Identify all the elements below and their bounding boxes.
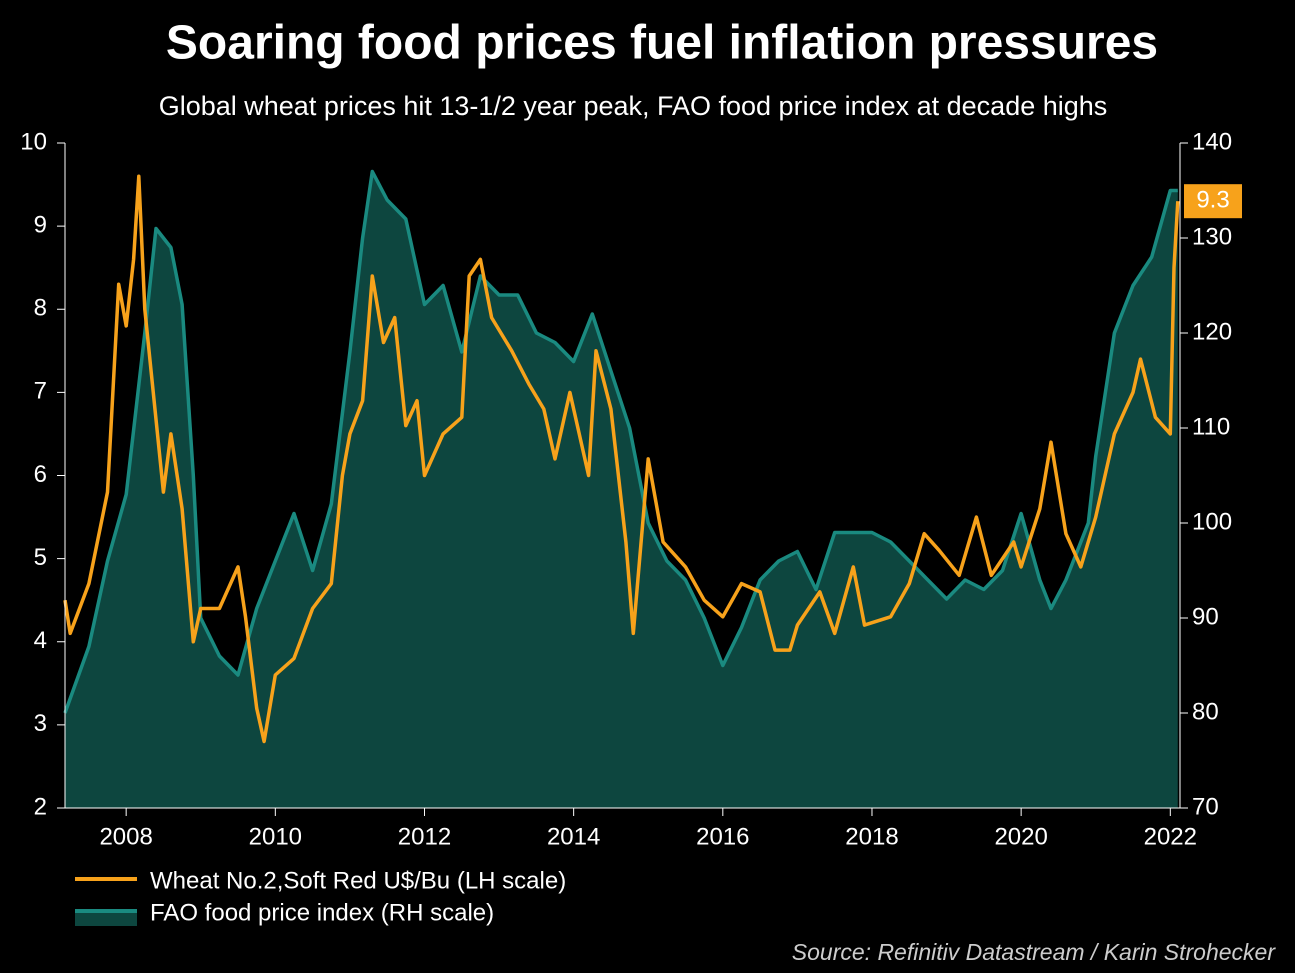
value-label: 9.3 — [1196, 187, 1229, 214]
y2-tick-label: 110 — [1192, 413, 1230, 440]
y-tick-label: 4 — [34, 627, 47, 654]
y2-tick-label: 100 — [1192, 508, 1232, 535]
x-tick-label: 2016 — [696, 823, 749, 850]
legend-swatch — [75, 912, 137, 926]
y-tick-label: 3 — [34, 710, 47, 737]
y2-tick-label: 140 — [1192, 128, 1232, 155]
y-tick-label: 10 — [20, 128, 47, 155]
chart-subtitle: Global wheat prices hit 13-1/2 year peak… — [159, 91, 1108, 121]
legend-label: FAO food price index (RH scale) — [150, 899, 494, 926]
legend-label: Wheat No.2,Soft Red U$/Bu (LH scale) — [150, 867, 566, 894]
x-tick-label: 2010 — [249, 823, 302, 850]
y2-tick-label: 80 — [1192, 698, 1219, 725]
y-tick-label: 6 — [34, 461, 47, 488]
y-tick-label: 5 — [34, 544, 47, 571]
y-tick-label: 8 — [34, 295, 47, 322]
source: Source: Refinitiv Datastream / Karin Str… — [792, 939, 1277, 965]
y2-tick-label: 90 — [1192, 603, 1219, 630]
chart-title: Soaring food prices fuel inflation press… — [166, 17, 1158, 70]
x-tick-label: 2022 — [1144, 823, 1197, 850]
value-label-box — [1184, 184, 1242, 219]
y2-tick-label: 130 — [1192, 223, 1232, 250]
x-tick-label: 2012 — [398, 823, 451, 850]
y-tick-label: 7 — [34, 378, 47, 405]
x-tick-label: 2020 — [994, 823, 1047, 850]
x-tick-label: 2008 — [99, 823, 152, 850]
x-tick-label: 2014 — [547, 823, 600, 850]
y2-tick-label: 70 — [1192, 793, 1219, 820]
y2-tick-label: 120 — [1192, 318, 1232, 345]
y-tick-label: 2 — [34, 793, 47, 820]
line — [63, 174, 1180, 744]
x-tick-label: 2018 — [845, 823, 898, 850]
y-tick-label: 9 — [34, 211, 47, 238]
